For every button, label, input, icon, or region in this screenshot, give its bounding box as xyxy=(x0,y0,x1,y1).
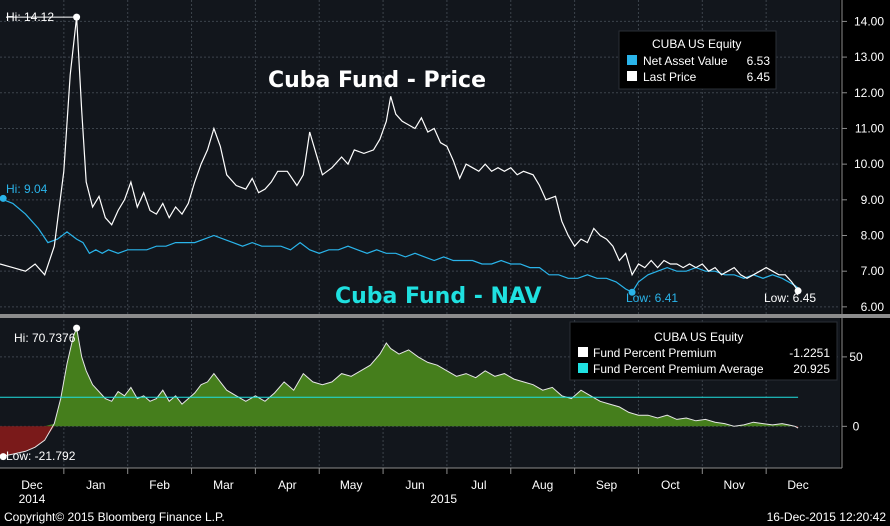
month-label: Aug xyxy=(532,478,553,492)
year-label: 2015 xyxy=(430,492,457,506)
year-label: 2014 xyxy=(19,492,46,506)
premium-legend-value: -1.2251 xyxy=(789,346,830,360)
month-label: Jul xyxy=(471,478,486,492)
nav-legend-swatch xyxy=(627,55,637,65)
nav-legend-label: Net Asset Value xyxy=(643,54,728,68)
premium-low-label: Low: -21.792 xyxy=(6,449,76,463)
last-price-line xyxy=(0,17,799,292)
price-legend-title: CUBA US Equity xyxy=(652,37,741,51)
price-y-tick-label: 7.00 xyxy=(861,264,885,278)
nav-legend-value: 6.53 xyxy=(747,54,771,68)
price-high-label: Hi: 14.12 xyxy=(6,10,54,24)
price-y-tick-label: 12.00 xyxy=(854,86,884,100)
price-legend-swatch xyxy=(627,71,637,81)
premium-y-tick-label: 0 xyxy=(853,419,860,433)
month-label: Sep xyxy=(596,478,618,492)
price-y-tick-label: 9.00 xyxy=(861,193,885,207)
x-axis: Dec Jan Feb Mar Apr May Jun Jul Aug Sep Oct Nov Dec2… xyxy=(0,467,842,506)
price-legend: CUBA US Equity Net Asset Value 6.53 Last… xyxy=(618,30,777,90)
nav-low-label: Low: 6.41 xyxy=(626,291,678,305)
premium-high-label: Hi: 70.7376 xyxy=(14,331,76,345)
premium-series xyxy=(0,326,799,458)
price-y-tick-label: 14.00 xyxy=(854,14,884,28)
average-legend-label: Fund Percent Premium Average xyxy=(593,362,764,376)
timestamp-text: 16-Dec-2015 12:20:42 xyxy=(767,510,887,524)
price-low-label: Low: 6.45 xyxy=(764,291,816,305)
month-label: May xyxy=(340,478,363,492)
month-label: Oct xyxy=(661,478,680,492)
price-chart-title: Cuba Fund - Price xyxy=(268,68,486,93)
premium-legend-swatch xyxy=(578,347,588,357)
price-y-tick-label: 13.00 xyxy=(854,50,884,64)
premium-high-marker xyxy=(73,324,81,332)
price-y-axis: 6.00 7.00 8.00 9.00 10.00 11.00 12.00 13.00 14.0… xyxy=(842,14,885,314)
price-y-tick-label: 10.00 xyxy=(854,157,884,171)
premium-legend: CUBA US Equity Fund Percent Premium -1.2… xyxy=(569,321,838,381)
price-low-marker xyxy=(794,287,802,295)
price-annotations: Hi: 14.12 Hi: 9.04 Low: 6.41 Low: 6.45 xyxy=(0,10,816,305)
premium-legend-title: CUBA US Equity xyxy=(654,330,743,344)
price-legend-value: 6.45 xyxy=(747,70,771,84)
nav-high-label: Hi: 9.04 xyxy=(6,182,48,196)
price-y-tick-label: 6.00 xyxy=(861,300,885,314)
nav-line xyxy=(0,197,799,293)
month-label: Apr xyxy=(278,478,297,492)
copyright-text: Copyright© 2015 Bloomberg Finance L.P. xyxy=(4,510,225,524)
premium-annotations: Hi: 70.7376 Low: -21.792 xyxy=(0,324,81,463)
premium-line xyxy=(0,326,799,458)
panel-separator[interactable] xyxy=(0,314,890,318)
premium-low-marker xyxy=(0,453,7,461)
premium-legend-label: Fund Percent Premium xyxy=(593,346,716,360)
premium-positive-area xyxy=(0,328,799,427)
average-legend-swatch xyxy=(578,363,588,373)
price-legend-label: Last Price xyxy=(643,70,697,84)
price-y-tick-label: 11.00 xyxy=(855,121,884,135)
month-label: Jun xyxy=(405,478,424,492)
price-y-tick-label: 8.00 xyxy=(861,229,885,243)
month-label: Mar xyxy=(213,478,234,492)
premium-legend-box xyxy=(569,321,838,381)
average-legend-value: 20.925 xyxy=(793,362,830,376)
premium-y-tick-label: 50 xyxy=(849,350,863,364)
price-series xyxy=(0,17,799,293)
month-label: Dec xyxy=(21,478,42,492)
month-label: Jan xyxy=(86,478,105,492)
month-label: Nov xyxy=(724,478,745,492)
price-legend-box xyxy=(618,30,777,90)
nav-high-marker xyxy=(0,194,7,202)
nav-low-marker xyxy=(628,288,636,296)
premium-y-axis: 0 50 xyxy=(842,350,863,433)
month-label: Feb xyxy=(149,478,170,492)
nav-chart-title: Cuba Fund - NAV xyxy=(335,284,542,309)
month-label: Dec xyxy=(787,478,808,492)
